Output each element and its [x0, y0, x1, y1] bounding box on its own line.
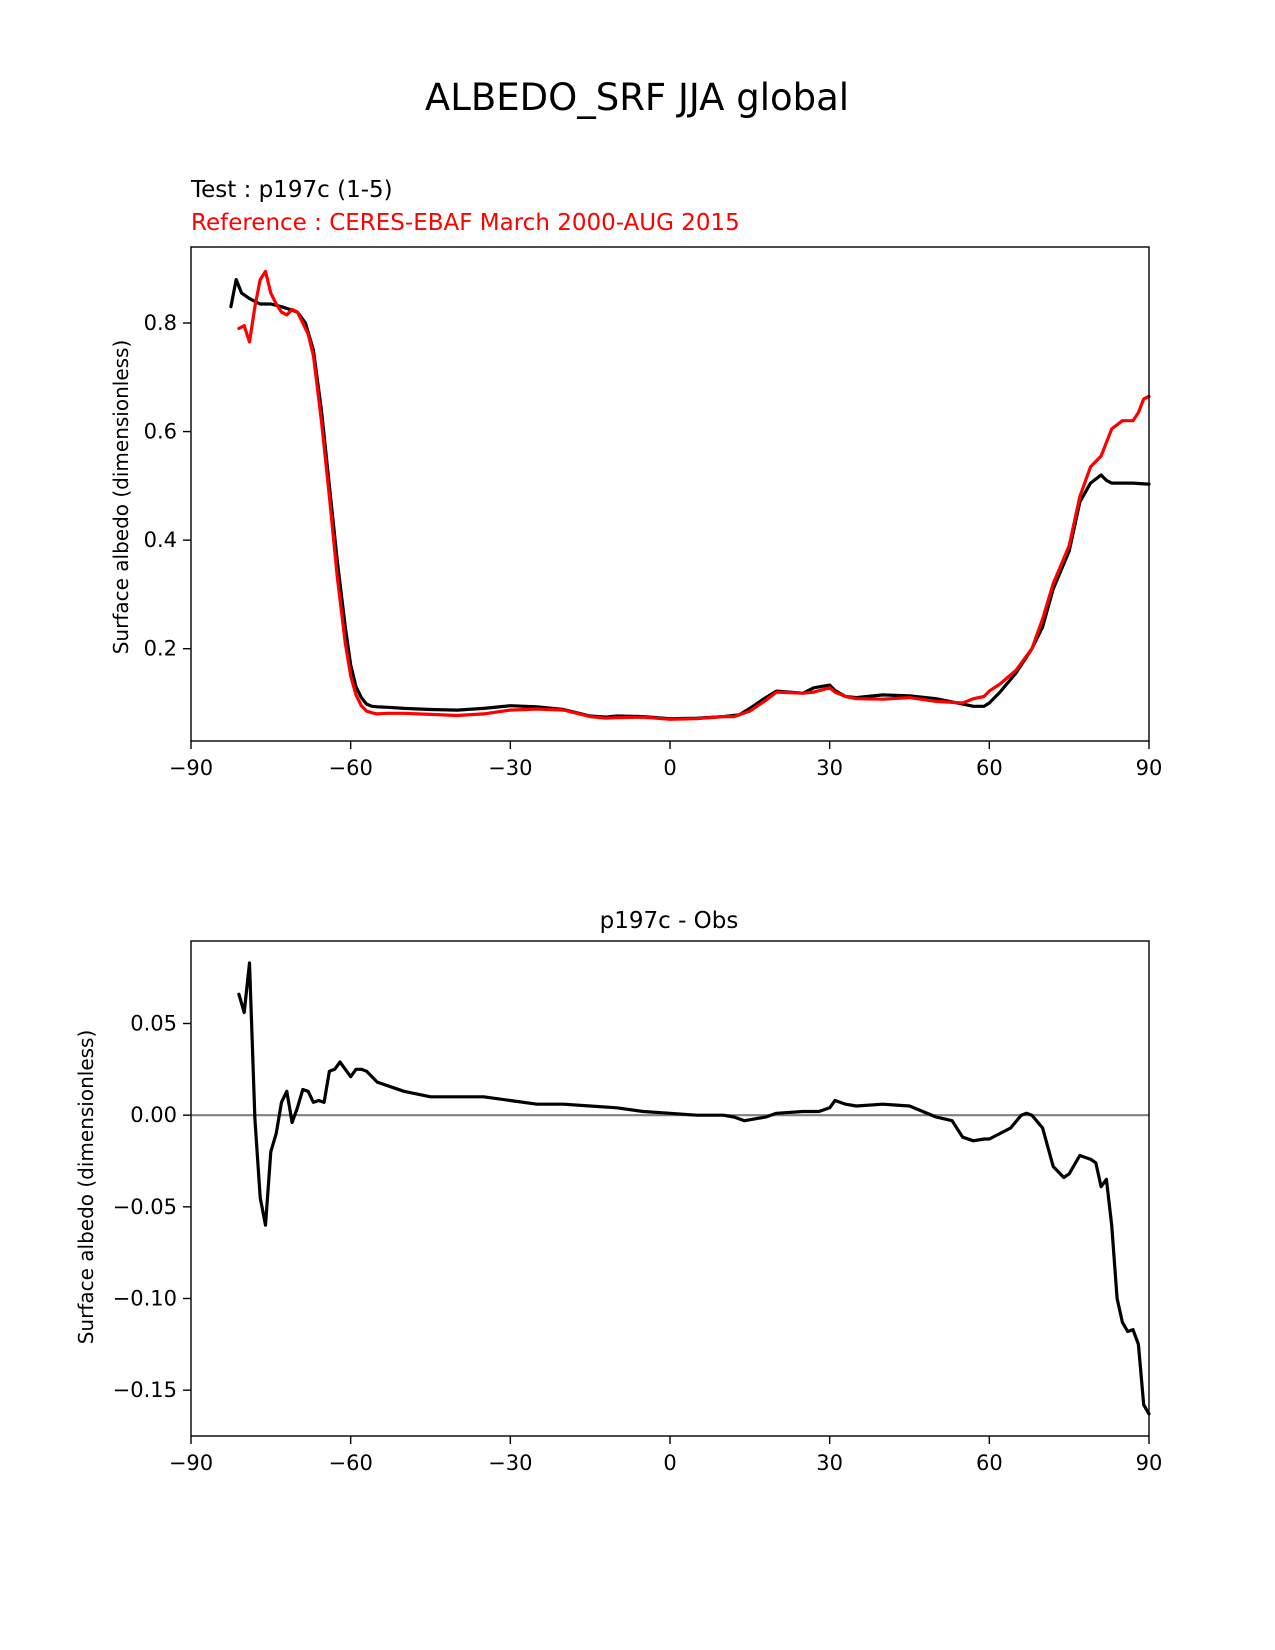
top-panel: Test : p197c (1-5) Reference : CERES-EBA…	[109, 177, 1162, 780]
reference-legend-label: Reference : CERES-EBAF March 2000-AUG 20…	[191, 210, 740, 236]
top-x-tick-label: 30	[816, 756, 843, 780]
figure-title: ALBEDO_SRF JJA global	[425, 76, 849, 119]
top-x-tick-label: 0	[663, 756, 676, 780]
test-legend-label: Test : p197c (1-5)	[190, 177, 393, 203]
bottom-y-tick-label: 0.05	[130, 1012, 177, 1036]
bottom-y-axis-label: Surface albedo (dimensionless)	[74, 1030, 98, 1345]
top-x-tick-label: −90	[169, 756, 213, 780]
top-x-tick-label: 90	[1136, 756, 1163, 780]
top-x-tick-label: −60	[329, 756, 373, 780]
top-axes-frame	[190, 246, 1150, 742]
bottom-x-tick-label: 90	[1136, 1451, 1163, 1475]
bottom-x-tick-label: 0	[663, 1451, 676, 1475]
top-series-reference-line	[237, 269, 1151, 721]
bottom-series-difference-line	[237, 961, 1151, 1416]
bottom-y-tick-label: −0.05	[113, 1195, 177, 1219]
top-x-tick-label: 60	[976, 756, 1003, 780]
top-series-test-line	[229, 278, 1151, 721]
bottom-x-tick-label: −30	[488, 1451, 532, 1475]
top-y-tick-label: 0.6	[144, 420, 177, 444]
bottom-axes-frame	[190, 940, 1150, 1437]
bottom-panel: p197c - Obs Surface albedo (dimensionles…	[74, 908, 1162, 1475]
bottom-panel-title: p197c - Obs	[600, 908, 739, 934]
top-y-axis-label: Surface albedo (dimensionless)	[109, 340, 133, 655]
bottom-x-tick-label: −90	[169, 1451, 213, 1475]
bottom-y-tick-label: 0.00	[130, 1103, 177, 1127]
bottom-plot-area: −90 −60 −30 0 30 60 90 0.05 0.00 −0.05 −0.10 −0.15	[113, 940, 1163, 1475]
top-y-tick-label: 0.4	[144, 528, 177, 552]
top-plot-area: −90 −60 −30 0 30 60 90 0.2 0.4 0.6 0.8	[144, 246, 1163, 780]
bottom-x-tick-label: −60	[329, 1451, 373, 1475]
top-y-tick-label: 0.8	[144, 311, 177, 335]
bottom-x-tick-label: 30	[816, 1451, 843, 1475]
bottom-x-tick-label: 60	[976, 1451, 1003, 1475]
bottom-y-tick-label: −0.10	[113, 1287, 177, 1311]
top-y-tick-label: 0.2	[144, 637, 177, 661]
top-x-tick-label: −30	[488, 756, 532, 780]
bottom-y-tick-label: −0.15	[113, 1378, 177, 1402]
